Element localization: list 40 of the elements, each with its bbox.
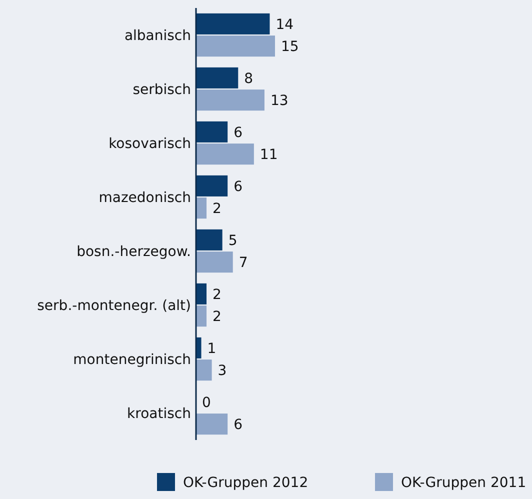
y-tick-label: bosn.-herzegow.: [76, 244, 191, 260]
data-label: 11: [260, 146, 278, 163]
bar: [196, 229, 222, 250]
data-label: 6: [234, 124, 243, 141]
legend-label: OK-Gruppen 2011: [401, 474, 526, 491]
bar: [196, 306, 207, 327]
y-tick-label: montenegrinisch: [73, 352, 191, 368]
data-label: 14: [276, 16, 294, 33]
bar: [196, 360, 212, 381]
data-label: 2: [212, 200, 222, 217]
data-label: 1: [207, 340, 216, 357]
data-label: 0: [202, 394, 211, 411]
bar: [196, 414, 228, 435]
y-tick-label: serbisch: [132, 82, 191, 98]
y-tick-label: mazedonisch: [98, 190, 191, 206]
bar: [196, 121, 228, 142]
data-label: 15: [281, 38, 299, 55]
data-label: 7: [238, 254, 248, 271]
y-tick-label: albanisch: [124, 28, 191, 44]
bar: [196, 36, 275, 57]
bar: [196, 13, 270, 34]
data-label: 2: [212, 308, 222, 325]
y-tick-label: serb.-montenegr. (alt): [37, 298, 191, 314]
data-label: 5: [228, 232, 238, 249]
bar: [196, 90, 264, 111]
data-label: 6: [234, 416, 243, 433]
data-label: 3: [218, 362, 227, 379]
bar: [196, 252, 233, 273]
data-label: 13: [270, 92, 288, 109]
bar: [196, 283, 207, 304]
legend-label: OK-Gruppen 2012: [183, 474, 308, 491]
y-tick-label: kosovarisch: [108, 136, 191, 152]
y-tick-label: kroatisch: [127, 406, 191, 422]
data-label: 6: [234, 178, 243, 195]
data-label: 8: [244, 70, 254, 87]
bar: [196, 67, 238, 88]
data-label: 2: [212, 286, 222, 303]
bar: [196, 144, 254, 165]
bar: [196, 175, 228, 196]
bar: [196, 198, 207, 219]
